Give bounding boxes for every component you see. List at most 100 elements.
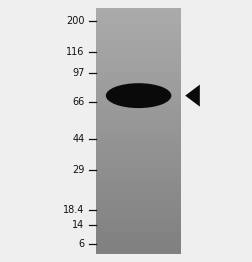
Bar (96, 192, 181, 193)
Bar (96, 223, 181, 224)
Bar (96, 90, 181, 91)
Bar (96, 69, 181, 70)
Bar (96, 144, 181, 145)
Bar (96, 196, 181, 197)
Bar (96, 126, 181, 127)
Bar (96, 104, 181, 105)
Bar (96, 236, 181, 237)
Bar (96, 82, 181, 83)
Bar (96, 147, 181, 148)
Bar (96, 100, 181, 101)
Bar (96, 17, 181, 18)
Bar (96, 109, 181, 110)
Bar (96, 108, 181, 109)
Bar (96, 15, 181, 16)
Bar (96, 229, 181, 230)
Bar (96, 65, 181, 66)
Bar (96, 173, 181, 174)
Bar (96, 107, 181, 108)
Text: 200: 200 (66, 16, 84, 26)
Bar (96, 249, 181, 250)
Bar (96, 91, 181, 92)
Bar (96, 105, 181, 106)
Bar (96, 101, 181, 102)
Bar (96, 207, 181, 208)
Bar (96, 134, 181, 135)
Ellipse shape (106, 83, 171, 108)
Bar (96, 131, 181, 132)
Bar (96, 167, 181, 168)
Bar (96, 112, 181, 113)
Bar (96, 239, 181, 240)
Bar (96, 241, 181, 242)
Bar (96, 222, 181, 223)
Bar (96, 218, 181, 219)
Bar (96, 240, 181, 241)
Text: 44: 44 (72, 134, 84, 144)
Bar (96, 19, 181, 20)
Bar (96, 102, 181, 103)
Bar (96, 34, 181, 35)
Bar (96, 224, 181, 225)
Bar (96, 103, 181, 104)
Bar (96, 24, 181, 25)
Bar (96, 150, 181, 151)
Bar (96, 164, 181, 165)
Bar (96, 22, 181, 23)
Bar (96, 47, 181, 48)
Bar (96, 206, 181, 207)
Bar (96, 123, 181, 124)
Bar (96, 226, 181, 227)
Bar (96, 154, 181, 155)
Bar (96, 227, 181, 228)
Bar (96, 49, 181, 50)
Bar (96, 95, 181, 96)
Bar (96, 253, 181, 254)
Bar (96, 149, 181, 150)
Bar (96, 172, 181, 173)
Bar (96, 129, 181, 130)
Bar (96, 14, 181, 15)
Bar (96, 194, 181, 195)
Bar (96, 197, 181, 198)
Bar (96, 64, 181, 65)
Bar (96, 26, 181, 27)
Bar (96, 216, 181, 217)
Bar (96, 220, 181, 221)
Bar (96, 174, 181, 175)
Bar (96, 177, 181, 178)
Bar (96, 127, 181, 128)
Bar (96, 181, 181, 182)
Bar (96, 35, 181, 36)
Bar (96, 171, 181, 172)
Bar (96, 138, 181, 139)
Bar (96, 211, 181, 212)
Bar (96, 143, 181, 144)
Bar (96, 51, 181, 52)
Bar (96, 96, 181, 97)
Bar (96, 98, 181, 99)
Bar (96, 25, 181, 26)
Bar (96, 73, 181, 74)
Bar (96, 40, 181, 41)
Bar (96, 81, 181, 82)
Bar (96, 232, 181, 233)
Bar (96, 58, 181, 59)
Bar (96, 120, 181, 121)
Bar (96, 106, 181, 107)
Bar (96, 166, 181, 167)
Bar (96, 132, 181, 133)
Bar (96, 233, 181, 234)
Bar (96, 28, 181, 29)
Bar (96, 16, 181, 17)
Bar (96, 246, 181, 247)
Bar (96, 44, 181, 45)
Bar (96, 33, 181, 34)
Text: 6: 6 (78, 239, 84, 249)
Bar (96, 178, 181, 179)
Bar (96, 63, 181, 64)
Bar (96, 244, 181, 245)
Bar (96, 70, 181, 71)
Bar (96, 230, 181, 231)
Bar (96, 86, 181, 87)
